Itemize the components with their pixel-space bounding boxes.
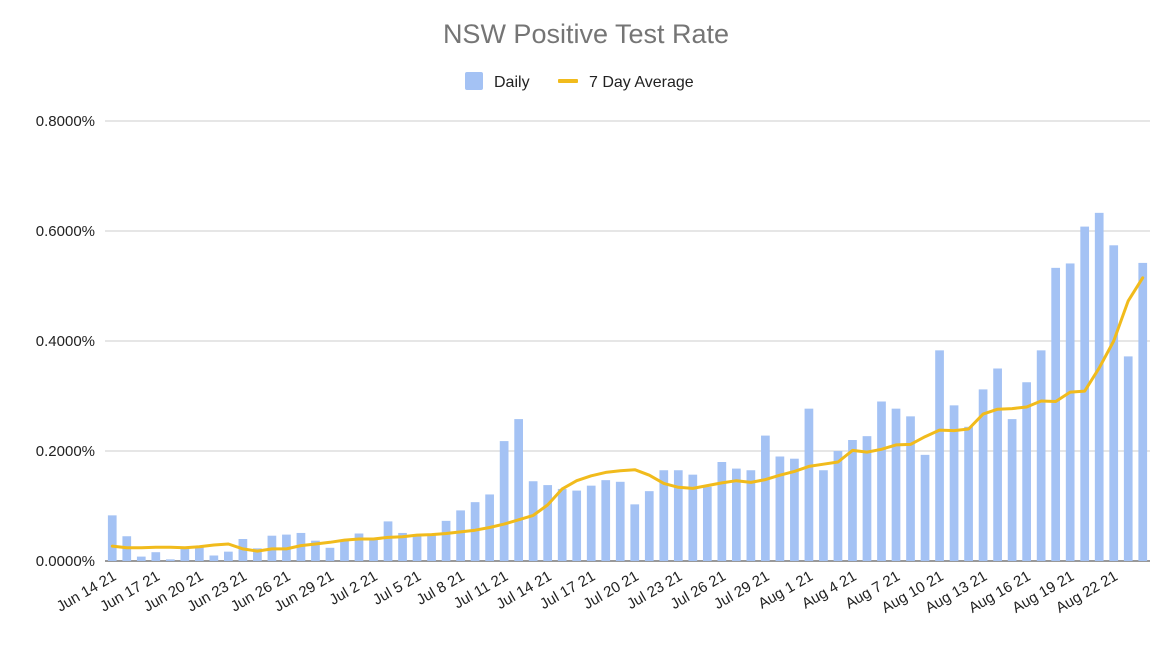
gridlines <box>105 120 1150 562</box>
bar-daily <box>543 485 553 561</box>
bar-daily <box>702 486 712 561</box>
y-tick-label: 0.0000% <box>36 553 95 570</box>
bar-series-daily <box>107 212 1148 562</box>
bar-daily <box>688 474 698 561</box>
bar-daily <box>775 456 785 561</box>
bar-daily <box>398 532 407 561</box>
bar-daily <box>165 559 175 561</box>
bar-daily <box>993 368 1002 561</box>
bar-daily <box>209 555 219 561</box>
bar-daily <box>340 540 349 561</box>
bar-daily <box>1022 382 1031 561</box>
bar-daily <box>253 548 262 561</box>
bar-daily <box>1094 212 1104 561</box>
y-tick-label: 0.6000% <box>36 223 95 240</box>
bar-daily <box>804 408 814 561</box>
x-tick-label: Jul 5 21 <box>370 568 424 609</box>
legend-label-7-day-average: 7 Day Average <box>589 74 694 91</box>
bar-daily <box>790 458 799 561</box>
bar-daily <box>572 490 582 561</box>
bar-daily <box>136 556 146 561</box>
legend: Daily 7 Day Average <box>465 72 694 91</box>
bar-daily <box>732 468 741 561</box>
bar-daily <box>877 401 886 561</box>
x-tick-label: Jul 2 21 <box>327 568 381 609</box>
bar-daily <box>949 405 959 561</box>
bar-daily <box>978 389 988 561</box>
bar-daily <box>180 547 190 561</box>
bar-daily <box>920 454 930 561</box>
bar-daily <box>1080 226 1090 561</box>
bar-daily <box>601 480 611 561</box>
bar-daily <box>673 470 683 561</box>
line-series-7-day-average <box>110 276 1145 553</box>
bar-daily <box>151 552 161 561</box>
y-tick-label: 0.2000% <box>36 443 95 460</box>
bar-daily <box>441 520 451 561</box>
bar-daily <box>1051 267 1061 561</box>
legend-swatch-daily <box>465 72 483 90</box>
bar-daily <box>644 491 654 561</box>
bar-daily <box>427 534 436 561</box>
bar-daily <box>528 481 538 561</box>
legend-label-daily: Daily <box>494 74 530 91</box>
bar-daily <box>1123 356 1133 561</box>
bar-daily <box>369 539 378 561</box>
bar-daily <box>615 481 625 561</box>
bar-daily <box>311 540 320 561</box>
bar-daily <box>1065 263 1075 561</box>
bar-daily <box>383 521 393 561</box>
bar-daily <box>630 504 640 561</box>
bar-daily <box>1109 245 1119 562</box>
bar-daily <box>194 546 204 561</box>
bar-daily <box>935 350 944 561</box>
bar-daily <box>354 533 364 561</box>
bar-daily <box>862 436 872 561</box>
bar-daily <box>1007 419 1017 561</box>
bar-daily <box>659 470 669 561</box>
bar-daily <box>456 510 465 561</box>
legend-swatch-7-day-average <box>558 79 578 83</box>
bar-daily <box>514 419 523 561</box>
bar-daily <box>848 440 857 561</box>
y-tick-label: 0.4000% <box>36 333 95 350</box>
bar-daily <box>833 451 843 561</box>
bar-daily <box>586 485 596 561</box>
bar-daily <box>906 416 915 561</box>
bar-daily <box>964 426 973 561</box>
bar-daily <box>412 534 422 561</box>
bar-daily <box>819 470 828 561</box>
bar-daily <box>107 515 117 561</box>
bar-daily <box>746 470 756 561</box>
bar-daily <box>891 408 901 561</box>
bar-daily <box>557 488 567 561</box>
y-tick-label: 0.8000% <box>36 113 95 130</box>
bar-daily <box>499 441 509 561</box>
line-7-day-average <box>110 276 1145 553</box>
bar-daily <box>325 547 335 561</box>
bar-daily <box>761 435 770 561</box>
y-axis: 0.0000% 0.2000% 0.4000% 0.6000% 0.8000% <box>36 113 95 570</box>
bar-daily <box>1138 262 1148 561</box>
chart-title: NSW Positive Test Rate <box>443 19 729 49</box>
bar-daily <box>1036 350 1046 561</box>
bar-daily <box>717 462 727 561</box>
bar-daily <box>224 551 233 561</box>
